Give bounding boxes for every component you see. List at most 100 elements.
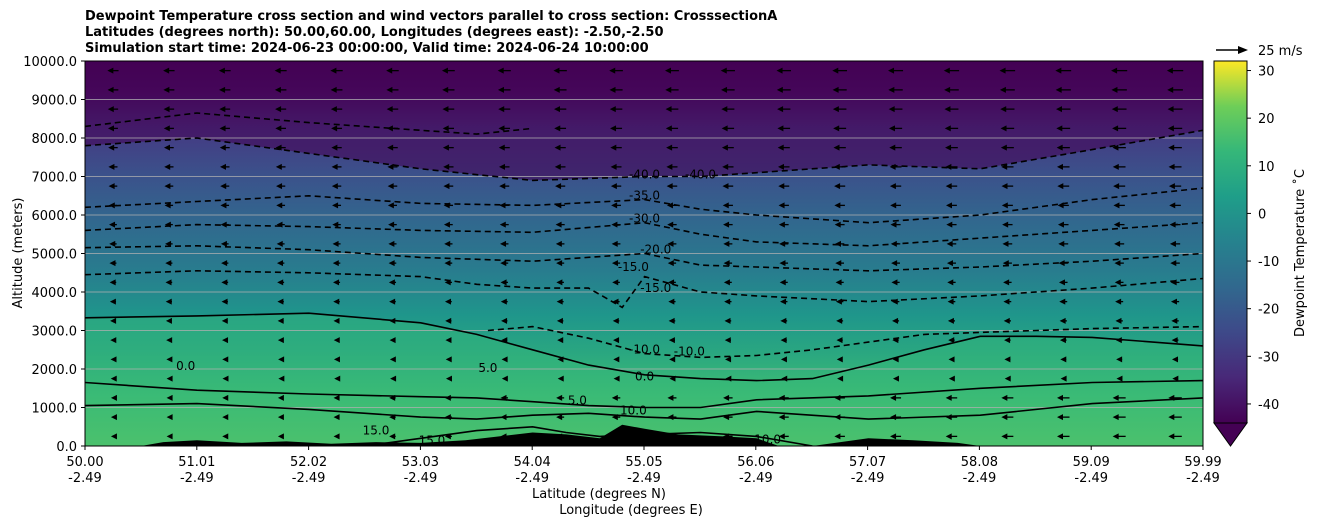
wind-vector	[1116, 375, 1123, 382]
wind-vector	[778, 202, 789, 209]
wind-vector	[445, 356, 452, 363]
wind-vector	[277, 433, 284, 440]
wind-vector	[331, 163, 342, 170]
wind-vector	[1004, 375, 1011, 382]
x-tick-label: 54.04	[514, 455, 551, 470]
wind-vector	[556, 414, 565, 421]
wind-vector	[780, 317, 788, 324]
wind-vector	[330, 67, 343, 74]
wind-vector	[330, 106, 343, 113]
wind-vector	[219, 125, 230, 132]
wind-vector	[1112, 414, 1126, 421]
wind-vector	[109, 279, 117, 286]
x-tick-label: 56.06	[737, 455, 774, 470]
wind-vector	[944, 86, 959, 93]
wind-vector	[613, 337, 620, 344]
wind-vector	[501, 375, 508, 382]
wind-vector	[1112, 163, 1126, 170]
wind-vector	[442, 106, 455, 113]
chart-title-line-3: Simulation start time: 2024-06-23 00:00:…	[85, 41, 649, 56]
contour-label: 15.0	[419, 433, 446, 447]
wind-vector	[835, 260, 845, 267]
wind-vector	[1115, 317, 1123, 324]
wind-vector	[110, 356, 117, 363]
wind-vector	[164, 202, 174, 209]
contour-label: -40.0	[685, 167, 716, 181]
wind-vector	[723, 240, 733, 247]
wind-vector	[386, 106, 399, 113]
wind-vector	[275, 144, 286, 151]
x-tick-label-lon: -2.49	[292, 471, 326, 486]
wind-vector	[443, 183, 454, 190]
wind-vector	[110, 317, 117, 324]
wind-vector	[892, 317, 900, 324]
wind-vector	[1116, 356, 1123, 363]
wind-vector	[1056, 163, 1070, 170]
wind-vector	[221, 260, 229, 267]
wind-vector	[387, 202, 398, 209]
wind-vector	[1004, 356, 1011, 363]
wind-vector	[1058, 279, 1068, 286]
wind-vector	[221, 279, 229, 286]
wind-vector	[553, 86, 567, 93]
wind-vector	[166, 375, 173, 382]
wind-vector	[332, 240, 341, 247]
wind-vector	[1002, 221, 1013, 228]
wind-vector	[222, 375, 229, 382]
wind-vector	[1170, 260, 1180, 267]
wind-vector	[1055, 106, 1071, 113]
wind-vector	[948, 375, 955, 382]
wind-vector	[945, 394, 958, 401]
wind-vector	[666, 163, 678, 170]
wind-vector	[110, 394, 117, 401]
wind-vector	[612, 317, 620, 324]
contour-line	[85, 221, 1203, 247]
wind-vector	[331, 125, 342, 132]
wind-vector	[834, 433, 845, 440]
wind-vector	[331, 144, 342, 151]
wind-vector	[388, 279, 397, 286]
wind-vector	[1113, 221, 1125, 228]
wind-vector	[946, 202, 957, 209]
wind-vector	[667, 240, 677, 247]
wind-vector	[556, 394, 565, 401]
wind-vector	[832, 106, 847, 113]
contour-label: -40.0	[629, 167, 660, 181]
wind-vector	[1056, 125, 1071, 132]
wind-vector	[777, 106, 791, 113]
wind-vector	[445, 317, 452, 324]
wind-vector	[668, 337, 675, 344]
contour-line	[487, 325, 1203, 359]
x-tick-label-lon: -2.49	[180, 471, 214, 486]
wind-vector	[722, 202, 733, 209]
wind-vector	[107, 67, 119, 74]
wind-vector	[444, 298, 452, 305]
wind-vector	[274, 67, 287, 74]
wind-vector	[499, 221, 509, 228]
contour-label: -30.0	[629, 212, 660, 226]
colorbar-tick-label: -40	[1258, 398, 1279, 413]
wind-vector	[892, 375, 899, 382]
quiver-key-label: 25 m/s	[1258, 44, 1303, 59]
wind-vector	[333, 433, 340, 440]
x-tick-label: 59.09	[1073, 455, 1110, 470]
wind-vector	[723, 260, 733, 267]
y-tick-label: 0.0	[56, 440, 77, 455]
contour-label: 10.0	[754, 433, 781, 447]
wind-vector	[722, 163, 734, 170]
wind-vector	[277, 394, 284, 401]
wind-vector	[1114, 240, 1125, 247]
wind-vector	[331, 183, 342, 190]
wind-vector	[556, 298, 564, 305]
wind-vector	[667, 394, 677, 401]
wind-vector	[609, 67, 623, 74]
wind-vector	[278, 375, 285, 382]
wind-vector	[1170, 298, 1180, 305]
wind-vector	[724, 298, 732, 305]
x-tick-label: 50.00	[66, 455, 103, 470]
wind-vector	[724, 317, 732, 324]
y-axis-label: Altitude (meters)	[11, 198, 26, 309]
wind-vector	[776, 67, 791, 74]
wind-vector	[500, 298, 508, 305]
